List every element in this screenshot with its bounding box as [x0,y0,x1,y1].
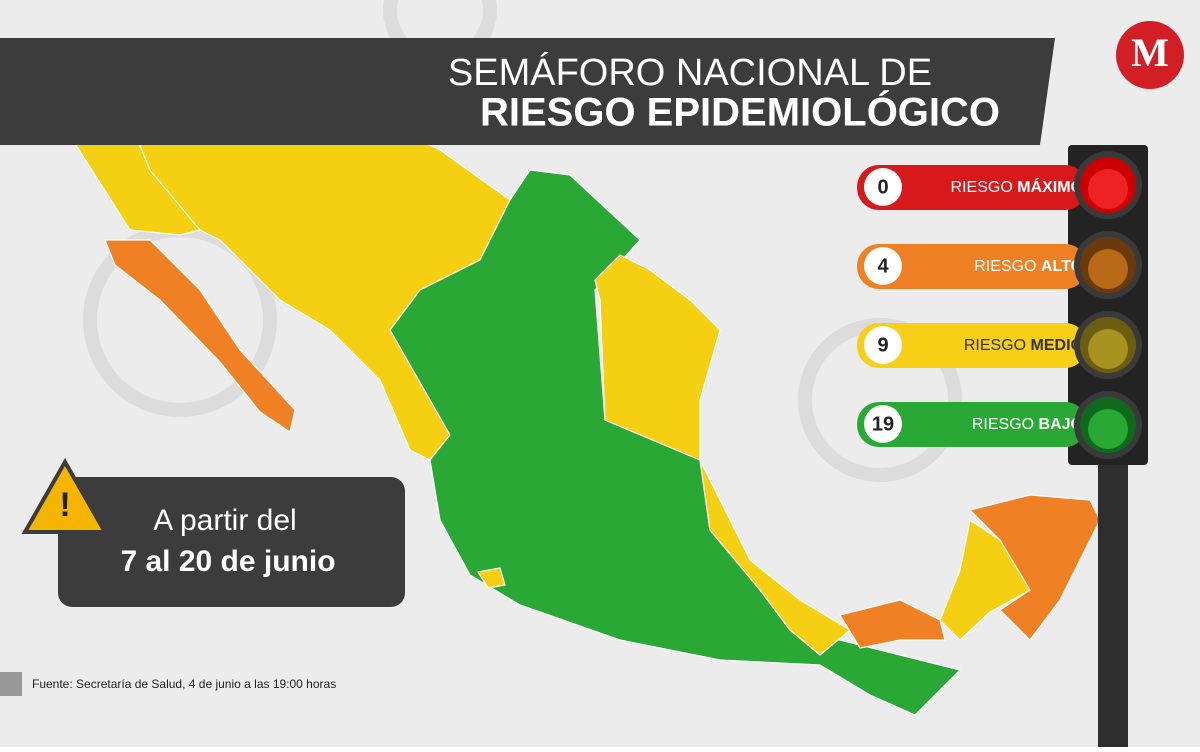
legend-count: 0 [877,176,888,198]
title-bar [0,38,1055,145]
legend-level: MEDIO [1031,337,1083,354]
legend-badge [864,247,902,285]
logo [1116,21,1184,89]
legend-label: RIESGO ALTO [974,258,1083,275]
source: Fuente: Secretaría de Salud, 4 de junio … [32,677,336,691]
region-medio [594,254,721,461]
legend-label: RIESGO BAJO [972,416,1083,433]
warning-icon [21,457,109,534]
traffic-light [1068,145,1148,465]
notice-line1: A partir del [153,504,296,537]
legend-level: BAJO [1039,416,1083,433]
legend-count: 4 [877,255,889,277]
region-alto [839,599,946,649]
legend-count: 9 [877,334,888,356]
title-line2: RIESGO EPIDEMIOLÓGICO [480,89,1000,135]
legend-pill [857,165,1087,210]
legend-label: RIESGO MÁXIMO [951,177,1083,196]
legend-label-prefix: RIESGO [964,337,1026,354]
legend-count: 19 [872,413,894,435]
legend-badge [864,168,902,206]
legend-pill [857,244,1087,289]
source-marker [0,672,22,696]
map [34,54,1101,716]
legend-pill [857,323,1087,368]
legend-label-prefix: RIESGO [951,179,1013,196]
legend-pill [857,402,1087,447]
legend: 0 RIESGO MÁXIMO 4 RIESGO ALTO 9 RIESGO MEDIO 1… [857,151,1142,459]
region-medio [699,459,851,656]
lamp-glow [1088,249,1128,289]
legend-badge [864,405,902,443]
legend-label-prefix: RIESGO [974,258,1036,275]
notice-line2: 7 al 20 de junio [120,545,335,578]
legend-label-prefix: RIESGO [972,416,1034,433]
lamp-glow [1088,329,1128,369]
legend-level: ALTO [1041,258,1083,275]
legend-label: RIESGO MEDIO [964,337,1083,354]
lamp-glow [1088,409,1128,449]
region-alto [969,494,1101,641]
legend-level: MÁXIMO [1017,177,1083,196]
pole [1098,440,1128,747]
legend-badge [864,326,902,364]
region-medio [477,567,506,589]
title-line1: SEMÁFORO NACIONAL DE [448,51,932,94]
warning-mark: ! [59,486,70,524]
logo-text: M [1131,30,1169,75]
notice-box [58,477,405,607]
region-alto [104,239,296,433]
lamp-glow [1088,169,1128,209]
